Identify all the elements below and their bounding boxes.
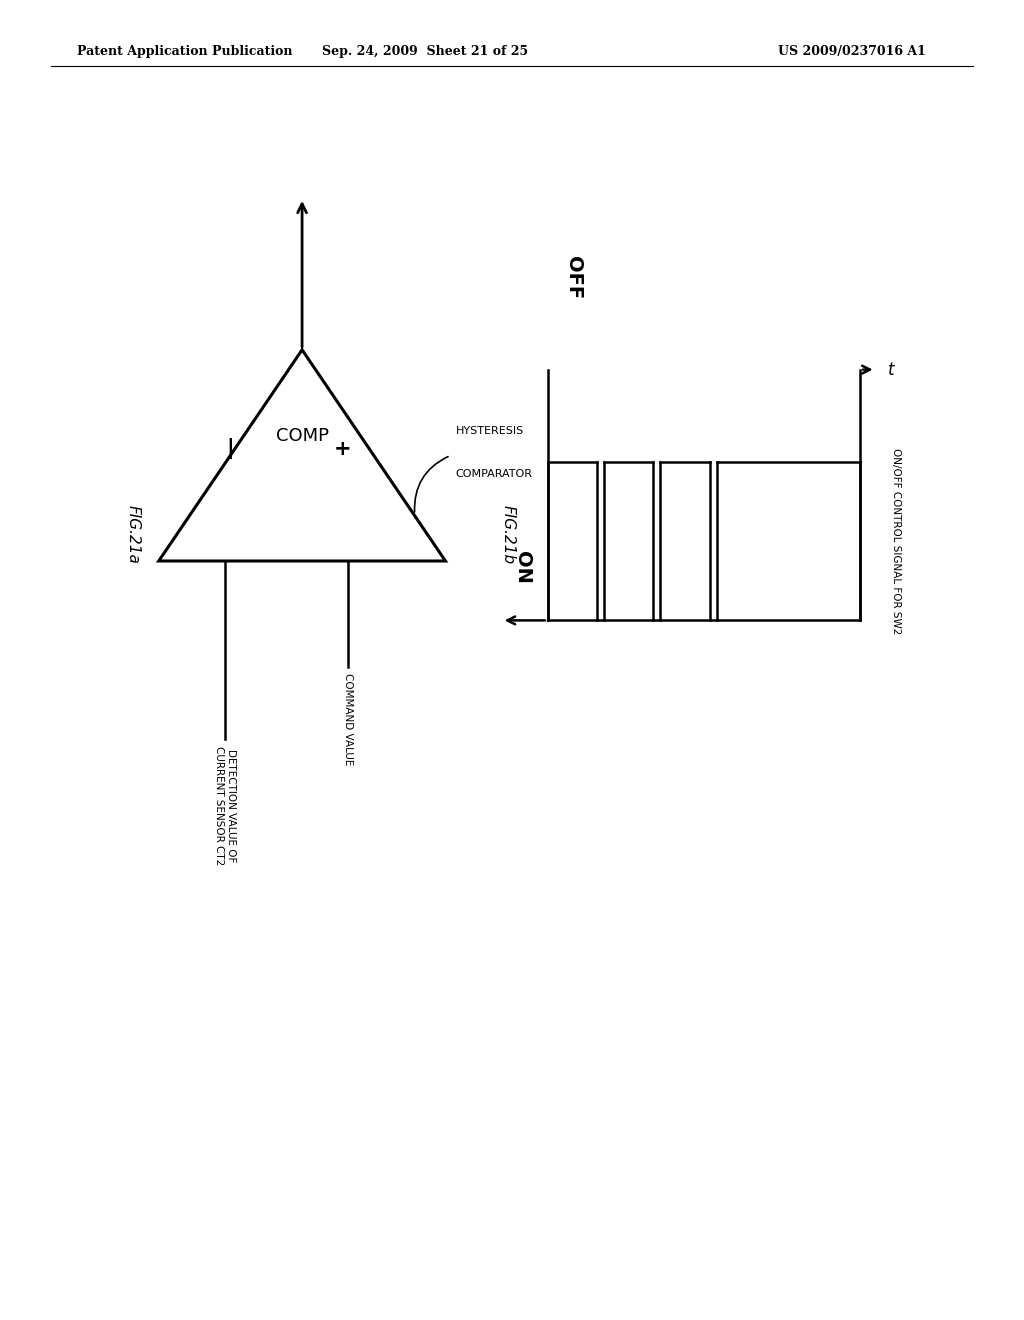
Text: OFF: OFF <box>564 256 583 298</box>
Text: ON: ON <box>513 552 531 583</box>
Text: COMP: COMP <box>275 426 329 445</box>
Text: HYSTERESIS: HYSTERESIS <box>456 425 524 436</box>
Text: COMPARATOR: COMPARATOR <box>456 469 532 479</box>
Text: +: + <box>334 438 352 459</box>
Text: DETECTION VALUE OF
CURRENT SENSOR CT2: DETECTION VALUE OF CURRENT SENSOR CT2 <box>214 746 237 865</box>
Text: t: t <box>888 360 894 379</box>
Text: US 2009/0237016 A1: US 2009/0237016 A1 <box>778 45 926 58</box>
Text: FIG.21b: FIG.21b <box>501 506 515 564</box>
Text: ON/OFF CONTROL SIGNAL FOR SW2: ON/OFF CONTROL SIGNAL FOR SW2 <box>891 447 901 635</box>
Text: Sep. 24, 2009  Sheet 21 of 25: Sep. 24, 2009 Sheet 21 of 25 <box>322 45 528 58</box>
Text: |: | <box>226 438 234 459</box>
Text: COMMAND VALUE: COMMAND VALUE <box>343 673 353 766</box>
Text: FIG.21a: FIG.21a <box>126 506 140 564</box>
Text: Patent Application Publication: Patent Application Publication <box>77 45 292 58</box>
